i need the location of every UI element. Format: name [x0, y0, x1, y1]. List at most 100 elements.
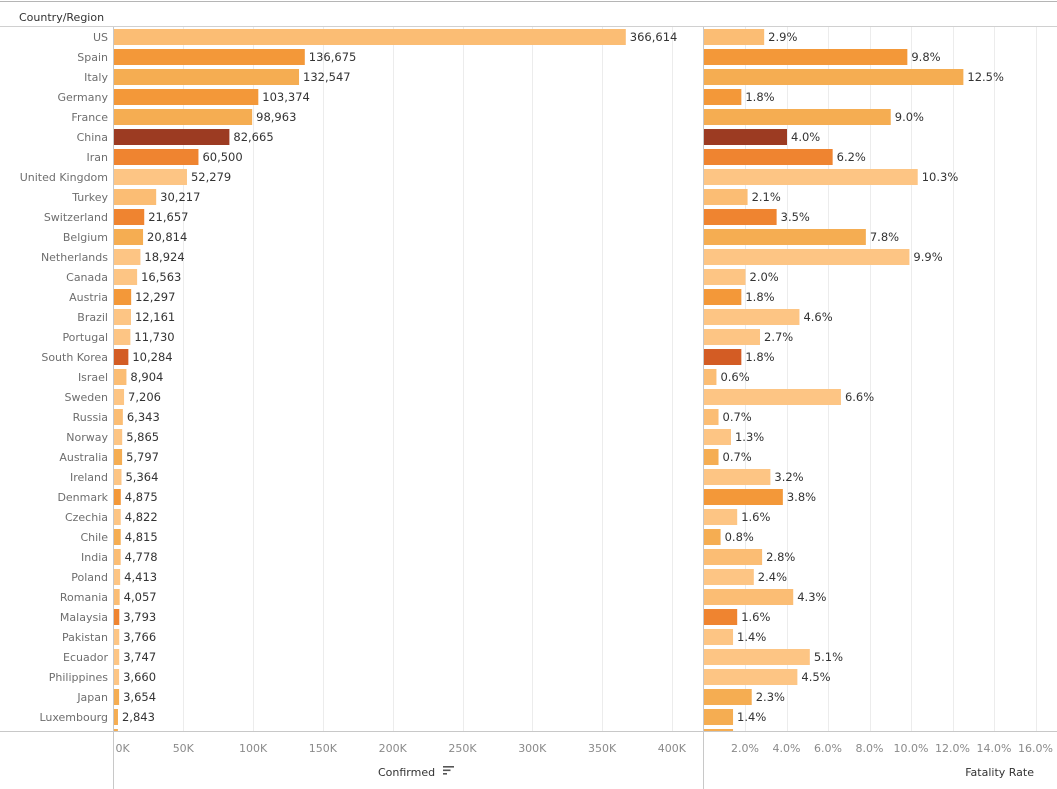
confirmed-bar[interactable] — [114, 569, 121, 585]
table-row[interactable]: China 82,665 4.0% — [77, 129, 821, 145]
country-label[interactable]: Norway — [66, 431, 108, 444]
confirmed-bar[interactable] — [114, 409, 123, 425]
fatality-bar[interactable] — [704, 489, 783, 505]
fatality-bar[interactable] — [704, 269, 746, 285]
country-label[interactable]: Canada — [66, 271, 108, 284]
table-row[interactable]: Japan 3,654 2.3% — [76, 689, 785, 705]
country-label[interactable]: China — [77, 131, 108, 144]
fatality-bar[interactable] — [704, 549, 763, 565]
confirmed-bar[interactable] — [114, 709, 118, 725]
country-label[interactable]: United Kingdom — [20, 171, 108, 184]
confirmed-bar[interactable] — [114, 689, 120, 705]
fatality-bar[interactable] — [704, 709, 734, 725]
fatality-bar[interactable] — [704, 389, 841, 405]
fatality-bar[interactable] — [704, 509, 738, 525]
fatality-bar[interactable] — [704, 289, 742, 305]
fatality-bar[interactable] — [704, 309, 800, 325]
confirmed-bar[interactable] — [114, 509, 121, 525]
fatality-bar[interactable] — [704, 729, 734, 745]
confirmed-bar[interactable] — [114, 289, 132, 305]
table-row[interactable]: India 4,778 2.8% — [81, 549, 795, 565]
confirmed-bar[interactable] — [114, 309, 131, 325]
fatality-bar[interactable] — [704, 529, 721, 545]
fatality-bar[interactable] — [704, 69, 964, 85]
country-label[interactable]: Philippines — [49, 671, 109, 684]
confirmed-axis-title[interactable]: Confirmed — [378, 766, 435, 779]
confirmed-bar[interactable] — [114, 29, 626, 45]
row-header-title[interactable]: Country/Region — [19, 11, 104, 24]
confirmed-bar[interactable] — [114, 89, 259, 105]
fatality-bar[interactable] — [704, 429, 731, 445]
table-row[interactable]: South Korea 10,284 1.8% — [41, 349, 775, 365]
confirmed-bar[interactable] — [114, 729, 118, 745]
confirmed-bar[interactable] — [114, 369, 127, 385]
confirmed-bar[interactable] — [114, 69, 300, 85]
fatality-bar[interactable] — [704, 89, 742, 105]
country-label[interactable]: India — [81, 551, 108, 564]
confirmed-bar[interactable] — [114, 209, 145, 225]
fatality-bar[interactable] — [704, 469, 771, 485]
fatality-bar[interactable] — [704, 649, 810, 665]
table-row[interactable]: Ecuador 3,747 5.1% — [63, 649, 843, 665]
confirmed-bar[interactable] — [114, 489, 121, 505]
country-label[interactable]: Brazil — [77, 311, 108, 324]
country-label[interactable]: Australia — [59, 451, 108, 464]
fatality-bar[interactable] — [704, 569, 754, 585]
country-label[interactable]: Chile — [80, 531, 108, 544]
confirmed-bar[interactable] — [114, 329, 131, 345]
fatality-bar[interactable] — [704, 49, 908, 65]
table-row[interactable]: Spain 136,675 9.8% — [77, 49, 941, 65]
fatality-bar[interactable] — [704, 689, 752, 705]
country-label[interactable]: US — [93, 31, 108, 44]
confirmed-bar[interactable] — [114, 589, 120, 605]
country-label[interactable]: Sweden — [65, 391, 108, 404]
confirmed-bar[interactable] — [114, 169, 187, 185]
fatality-bar[interactable] — [704, 109, 891, 125]
confirmed-bar[interactable] — [114, 249, 141, 265]
confirmed-bar[interactable] — [114, 129, 230, 145]
table-row[interactable]: Czechia 4,822 1.6% — [65, 509, 771, 525]
table-row[interactable]: Italy 132,547 12.5% — [84, 69, 1004, 85]
country-label[interactable]: Germany — [57, 91, 108, 104]
fatality-bar[interactable] — [704, 589, 794, 605]
table-row[interactable]: US 366,614 2.9% — [93, 29, 798, 45]
confirmed-bar[interactable] — [114, 449, 123, 465]
table-row[interactable]: Brazil 12,161 4.6% — [77, 309, 833, 325]
confirmed-bar[interactable] — [114, 229, 144, 245]
table-row[interactable]: Romania 4,057 4.3% — [60, 589, 827, 605]
table-row[interactable]: Austria 12,297 1.8% — [69, 289, 775, 305]
table-row[interactable]: Netherlands 18,924 9.9% — [41, 249, 943, 265]
fatality-bar[interactable] — [704, 609, 738, 625]
country-label[interactable]: France — [71, 111, 108, 124]
table-row[interactable]: Saudi Arabia — [38, 729, 734, 745]
table-row[interactable]: Luxembourg 2,843 1.4% — [39, 709, 766, 725]
country-label[interactable]: Spain — [77, 51, 108, 64]
country-label[interactable]: Luxembourg — [39, 711, 108, 724]
country-label[interactable]: Russia — [73, 411, 108, 424]
country-label[interactable]: Malaysia — [60, 611, 108, 624]
fatality-bar[interactable] — [704, 229, 866, 245]
country-label[interactable]: Iran — [87, 151, 109, 164]
country-label[interactable]: Ecuador — [63, 651, 108, 664]
fatality-bar[interactable] — [704, 249, 910, 265]
confirmed-bar[interactable] — [114, 609, 120, 625]
confirmed-bar[interactable] — [114, 49, 305, 65]
table-row[interactable]: Denmark 4,875 3.8% — [57, 489, 816, 505]
confirmed-bar[interactable] — [114, 109, 253, 125]
table-row[interactable]: Norway 5,865 1.3% — [66, 429, 764, 445]
country-label[interactable]: Pakistan — [62, 631, 108, 644]
confirmed-bar[interactable] — [114, 469, 122, 485]
confirmed-bar[interactable] — [114, 529, 121, 545]
fatality-axis-title[interactable]: Fatality Rate — [965, 766, 1034, 779]
table-row[interactable]: Ireland 5,364 3.2% — [70, 469, 804, 485]
country-label[interactable]: Austria — [69, 291, 108, 304]
table-row[interactable]: Turkey 30,217 2.1% — [71, 189, 781, 205]
fatality-bar[interactable] — [704, 349, 742, 365]
table-row[interactable]: Iran 60,500 6.2% — [87, 149, 866, 165]
confirmed-bar[interactable] — [114, 349, 129, 365]
confirmed-bar[interactable] — [114, 669, 120, 685]
fatality-bar[interactable] — [704, 189, 748, 205]
country-label[interactable]: Turkey — [71, 191, 108, 204]
table-row[interactable]: France 98,963 9.0% — [71, 109, 924, 125]
confirmed-bar[interactable] — [114, 149, 199, 165]
